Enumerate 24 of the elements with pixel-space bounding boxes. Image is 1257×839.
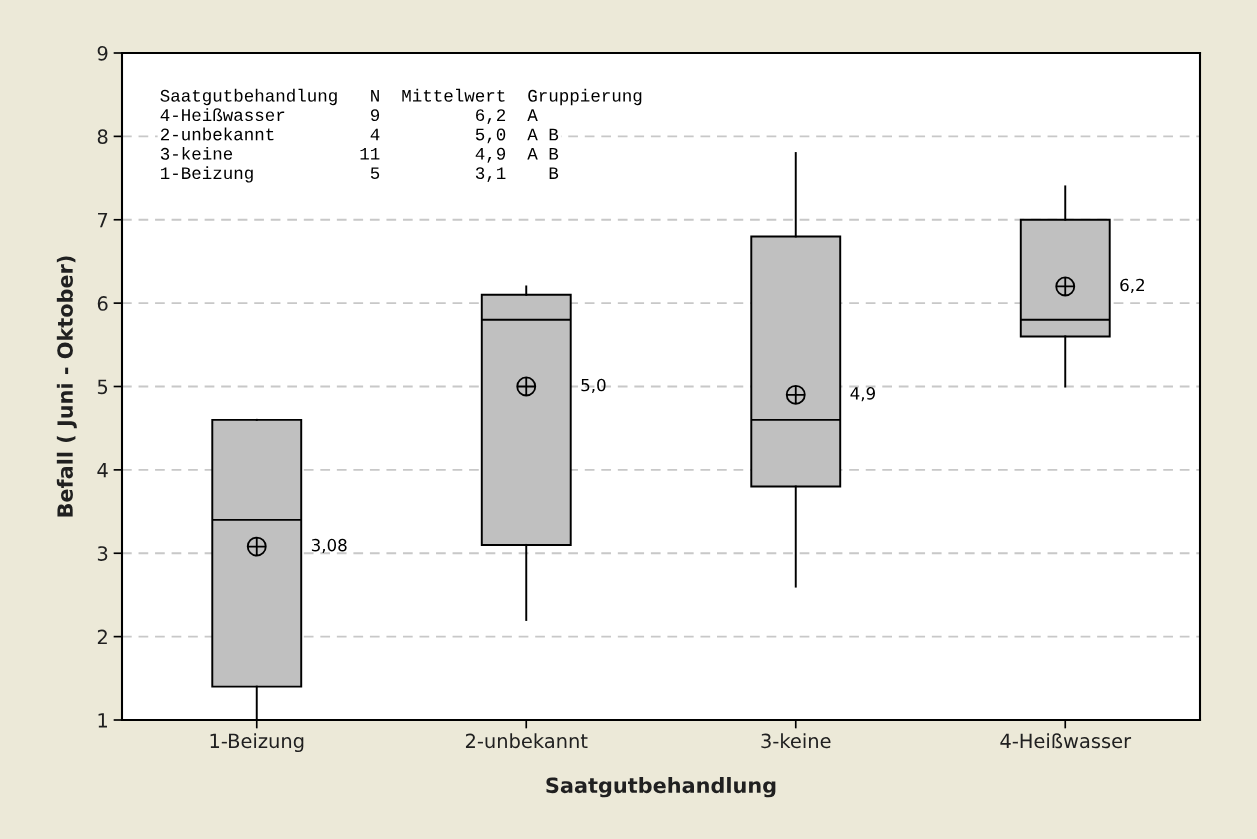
y-tick-label: 9 (97, 45, 108, 61)
y-tick-label: 1 (98, 713, 108, 728)
text: 6,2 (1120, 278, 1144, 293)
y-tick-label: 7 (98, 212, 108, 228)
annotation: Saatgutbehandlung N Mittelwert Gruppierung (160, 88, 642, 106)
y-tick-label: 3 (97, 546, 108, 561)
y-tick-label: 5 (97, 379, 108, 395)
x-tick-label: 2-unbekannt (465, 733, 588, 749)
x-tick-label: 1-Beizung (210, 733, 304, 753)
x-axis-title: Saatgutbehandlung (546, 777, 776, 798)
y-axis-title: Befall ( Juni - Oktober) (56, 256, 77, 517)
annotation: 1-Beizung 5 3,1 B (161, 166, 559, 183)
annotation: 4-Heißwasser 9 6,2 A (160, 108, 538, 124)
annotation: 2-unbekannt 4 5,0 A B (160, 127, 559, 144)
y-tick-label: 4 (97, 463, 108, 478)
text: 4,9 (850, 387, 875, 402)
text: 3,08 (311, 538, 347, 554)
y-tick-label: 2 (97, 629, 107, 645)
y-tick-label: 6 (97, 296, 108, 311)
x-tick-label: 3-keine (761, 733, 831, 749)
text: 5,0 (581, 378, 606, 394)
y-tick-label: 8 (97, 129, 108, 145)
annotation: 3-keine 11 4,9 A B (160, 146, 559, 163)
x-tick-label: 4-Heißwasser (1000, 733, 1132, 749)
